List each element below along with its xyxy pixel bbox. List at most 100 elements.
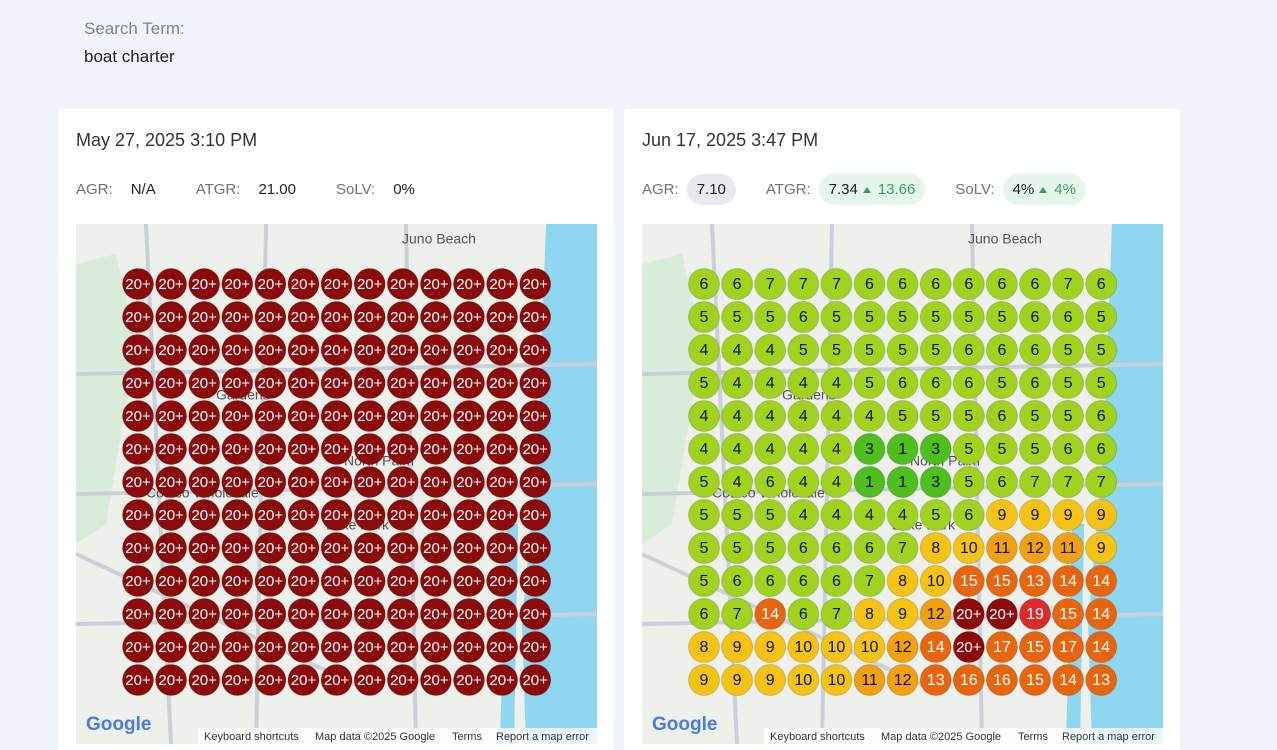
rank-marker (952, 631, 985, 663)
rank-label: 20+ (158, 408, 184, 425)
rank-label: 20+ (324, 309, 350, 326)
rank-label: 6 (733, 573, 742, 590)
rank-marker (1019, 466, 1051, 498)
rank-label: 14 (1092, 573, 1110, 590)
rank-marker (1085, 400, 1118, 432)
map-footer-link[interactable]: Keyboard shortcuts (770, 731, 865, 743)
rank-marker (1052, 532, 1085, 564)
rank-marker (353, 664, 386, 696)
rank-label: 6 (766, 474, 775, 491)
rank-label: 20+ (456, 441, 482, 458)
rank-marker (1085, 598, 1118, 630)
rank-label: 13 (1092, 672, 1110, 689)
rank-label: 7 (865, 573, 874, 590)
rank-label: 14 (1092, 639, 1110, 656)
rank-marker (886, 400, 919, 432)
map-footer-link[interactable]: Terms (1018, 731, 1048, 743)
rank-marker (853, 433, 886, 465)
rank-label: 20+ (522, 672, 548, 689)
rank-label: 20+ (423, 309, 449, 326)
rank-label: 20+ (258, 639, 284, 656)
rank-marker (188, 433, 221, 465)
rank-marker (419, 301, 452, 333)
rank-marker (919, 598, 952, 630)
metric-value: 7.10 (686, 173, 736, 205)
rank-label: 5 (865, 342, 874, 359)
report-date: Jun 17, 2025 3:47 PM (642, 130, 819, 150)
map-footer-link[interactable]: Keyboard shortcuts (204, 731, 299, 743)
rank-label: 5 (1031, 408, 1040, 425)
rank-label: 20+ (125, 375, 151, 392)
rank-label: 5 (898, 408, 907, 425)
rank-label: 6 (865, 276, 874, 293)
rank-marker (353, 598, 386, 630)
rank-marker (787, 334, 820, 366)
rank-marker (353, 268, 386, 300)
rank-marker (254, 268, 287, 300)
rank-marker (155, 565, 188, 597)
metric-label: AGR: (642, 180, 679, 198)
rank-marker (453, 367, 485, 399)
rank-label: 20+ (158, 441, 184, 458)
rank-marker (519, 598, 552, 630)
rank-label: 20+ (522, 573, 548, 590)
rank-marker (519, 631, 552, 663)
rank-label: 20+ (456, 309, 482, 326)
map-footer-link[interactable]: Map data ©2025 Google (881, 731, 1001, 743)
rank-marker (287, 631, 320, 663)
rank-label: 20+ (258, 309, 284, 326)
map-footer-link[interactable]: Report a map error (1062, 731, 1155, 743)
rank-label: 20+ (324, 639, 350, 656)
rank-marker (886, 433, 919, 465)
rank-label: 5 (1097, 375, 1106, 392)
map-footer-link[interactable]: Map data ©2025 Google (315, 731, 435, 743)
rank-marker (254, 598, 287, 630)
metric-change: 13.66 (877, 180, 916, 198)
rank-marker (353, 367, 386, 399)
rank-label: 5 (700, 375, 709, 392)
rank-marker (287, 664, 320, 696)
rank-marker (353, 301, 386, 333)
map-footer-link[interactable]: Report a map error (496, 731, 589, 743)
rank-marker (952, 664, 985, 696)
map-place-label: Juno Beach (402, 231, 476, 247)
rank-marker (519, 499, 552, 531)
rank-marker (787, 499, 820, 531)
rank-label: 20+ (158, 639, 184, 656)
rank-marker (122, 532, 154, 564)
rank-label: 20+ (158, 507, 184, 524)
rank-label: 5 (964, 441, 973, 458)
rank-label: 4 (799, 507, 808, 524)
rank-marker (820, 532, 853, 564)
rank-marker (1085, 334, 1118, 366)
rank-label: 20+ (522, 540, 548, 557)
rank-marker (853, 400, 886, 432)
rank-marker (320, 565, 353, 597)
rank-marker (754, 664, 787, 696)
rank-marker (952, 466, 985, 498)
rank-label: 20+ (291, 309, 317, 326)
rank-label: 10 (960, 540, 978, 557)
map-logo: Google (652, 714, 717, 735)
rank-label: 12 (894, 639, 912, 656)
rank-marker (254, 433, 287, 465)
rank-marker (853, 499, 886, 531)
rank-marker (287, 400, 320, 432)
map-footer-link[interactable]: Terms (452, 731, 482, 743)
rank-label: 20+ (291, 639, 317, 656)
rank-label: 5 (931, 309, 940, 326)
rank-label: 4 (700, 408, 709, 425)
rank-marker (1085, 301, 1118, 333)
rank-label: 6 (931, 276, 940, 293)
rank-marker (188, 598, 221, 630)
rank-marker (419, 268, 452, 300)
rank-marker (688, 598, 720, 630)
rank-marker (254, 631, 287, 663)
rank-label: 9 (1031, 507, 1040, 524)
rank-label: 5 (766, 309, 775, 326)
rank-marker (754, 334, 787, 366)
rank-label: 20+ (225, 672, 251, 689)
rank-marker (1019, 433, 1051, 465)
rank-marker (952, 367, 985, 399)
rank-label: 6 (1064, 441, 1073, 458)
